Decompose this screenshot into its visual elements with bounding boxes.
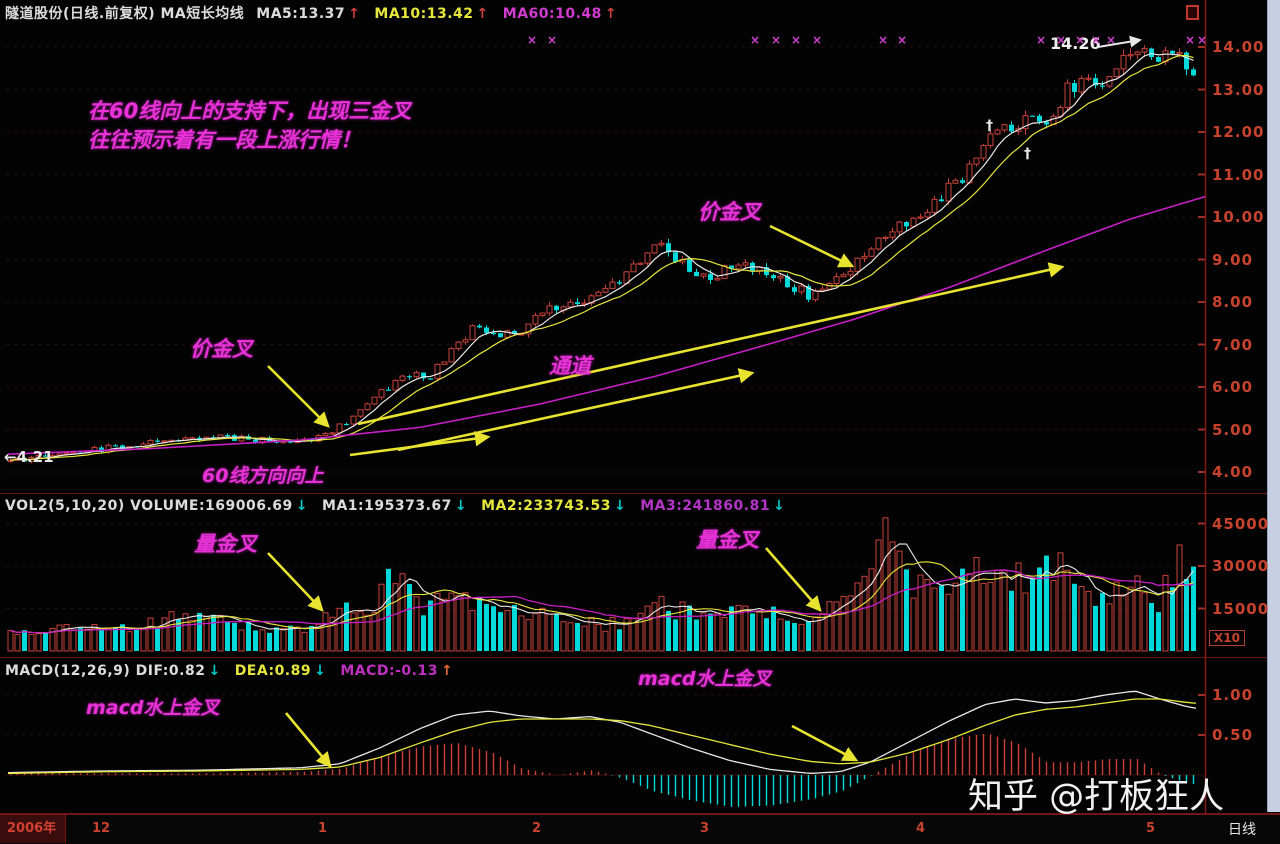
year-label: 2006年 <box>0 815 66 843</box>
chart-annotation: 在60线向上的支持下，出现三金叉 <box>88 99 412 123</box>
volume-axis-label: 30000 <box>1212 557 1270 575</box>
volume-axis-label: 15000 <box>1212 599 1270 618</box>
price-axis-label: 14.00 <box>1212 38 1265 56</box>
chart-annotation: 60线方向向上 <box>202 465 324 487</box>
volume-axis-label: 45000 <box>1212 514 1270 533</box>
indicator-label: MA1:195373.67 <box>322 498 452 514</box>
chart-annotation: macd水上金叉 <box>86 697 220 719</box>
sell-mark-icon: × <box>1091 33 1102 47</box>
indicator-label: MA60:10.48 <box>502 6 602 22</box>
month-label: 3 <box>700 821 710 836</box>
sell-mark-icon: × <box>897 33 908 47</box>
chart-annotation: 通道 <box>549 354 591 378</box>
cross-mark-icon: † <box>1024 146 1031 162</box>
indicator-label: DEA:0.89 <box>234 663 312 679</box>
trend-arrow-icon: ↓ <box>454 498 468 514</box>
period-label: 日线 <box>1228 822 1256 838</box>
trend-arrow-icon: ↑ <box>348 6 361 22</box>
cross-mark-icon: † <box>986 118 993 134</box>
sell-mark-icon: × <box>547 33 558 47</box>
chart-annotation: 价金叉 <box>698 200 761 224</box>
sell-mark-icon: × <box>771 33 782 47</box>
price-axis-label: 8.00 <box>1212 293 1254 311</box>
sell-mark-icon: × <box>1056 33 1067 47</box>
macd-axis-label: 1.00 <box>1212 686 1254 704</box>
chart-annotation: 量金叉 <box>696 528 759 552</box>
price-axis-label: 13.00 <box>1212 80 1265 99</box>
month-label: 2 <box>532 821 542 836</box>
trend-arrow-icon: ↑ <box>476 6 489 22</box>
chart-annotation: 价金叉 <box>190 337 253 361</box>
indicator-label: MACD(12,26,9) DIF:0.82 <box>5 663 206 679</box>
macd-axis-label: 0.50 <box>1212 726 1254 744</box>
trend-arrow-icon: ↓ <box>295 498 309 514</box>
indicator-label: MA10:13.42 <box>374 6 474 22</box>
bottom-axis <box>0 814 1280 844</box>
scrollbar[interactable] <box>1267 0 1280 812</box>
chart-annotation: 往往预示着有一段上涨行情！ <box>88 128 361 152</box>
indicator-label: 隧道股份(日线.前复权) MA短长均线 <box>5 6 245 22</box>
chart-annotation: macd水上金叉 <box>638 668 772 690</box>
trend-arrow-icon: ↓ <box>613 498 627 514</box>
price-axis-label: 4.00 <box>1212 463 1254 481</box>
indicator-label: VOL2(5,10,20) VOLUME:169006.69 <box>5 498 293 514</box>
sell-mark-icon: × <box>1075 33 1086 47</box>
month-label: 1 <box>318 821 328 836</box>
price-header: 隧道股份(日线.前复权) MA短长均线 MA5:13.37 ↑ MA10:13.42 ↑… <box>5 3 631 23</box>
sell-mark-icon: × <box>1185 33 1196 47</box>
trend-arrow-icon: ↑ <box>604 6 618 22</box>
price-axis-label: 12.00 <box>1212 123 1265 141</box>
first-price-label: ←4.21 <box>4 448 54 466</box>
price-axis-label: 10.00 <box>1212 208 1265 226</box>
sell-mark-icon: × <box>791 33 802 47</box>
sell-mark-icon: × <box>750 33 761 47</box>
sell-mark-icon: × <box>1036 33 1047 47</box>
chart-annotation: 量金叉 <box>194 532 257 556</box>
indicator-label: MA3:241860.81 <box>640 498 771 514</box>
price-axis-label: 11.00 <box>1212 165 1265 184</box>
price-axis-label: 9.00 <box>1212 250 1254 269</box>
watermark: 知乎 @打板狂人 <box>968 777 1225 817</box>
indicator-label: MA2:233743.53 <box>481 498 611 514</box>
month-label: 5 <box>1146 821 1156 836</box>
trend-arrow-icon: ↓ <box>314 663 327 679</box>
high-price-label: 14.26 <box>1050 34 1101 53</box>
indicator-label: MA5:13.37 <box>256 6 346 22</box>
price-axis-label: 5.00 <box>1212 420 1254 439</box>
month-label: 4 <box>916 821 926 836</box>
macd-header: MACD(12,26,9) DIF:0.82 ↓ DEA:0.89 ↓ MACD:-0.… <box>5 663 467 679</box>
sell-mark-icon: × <box>1197 33 1208 47</box>
window-icon[interactable] <box>1186 5 1199 20</box>
sell-mark-icon: × <box>812 33 823 47</box>
price-axis-label: 7.00 <box>1212 335 1254 354</box>
volume-header: VOL2(5,10,20) VOLUME:169006.69 ↓ MA1:19537… <box>5 498 799 514</box>
price-axis-label: 6.00 <box>1212 378 1254 396</box>
trend-arrow-icon: ↓ <box>208 663 221 679</box>
indicator-label: MACD:-0.13 <box>340 663 438 679</box>
sell-mark-icon: × <box>878 33 889 47</box>
month-label: 12 <box>92 821 111 836</box>
sell-mark-icon: × <box>527 33 538 47</box>
volume-unit-label: X10 <box>1209 630 1245 646</box>
sell-mark-icon: × <box>1106 33 1117 47</box>
trend-arrow-icon: ↓ <box>773 498 786 514</box>
trend-arrow-icon: ↑ <box>440 663 454 679</box>
